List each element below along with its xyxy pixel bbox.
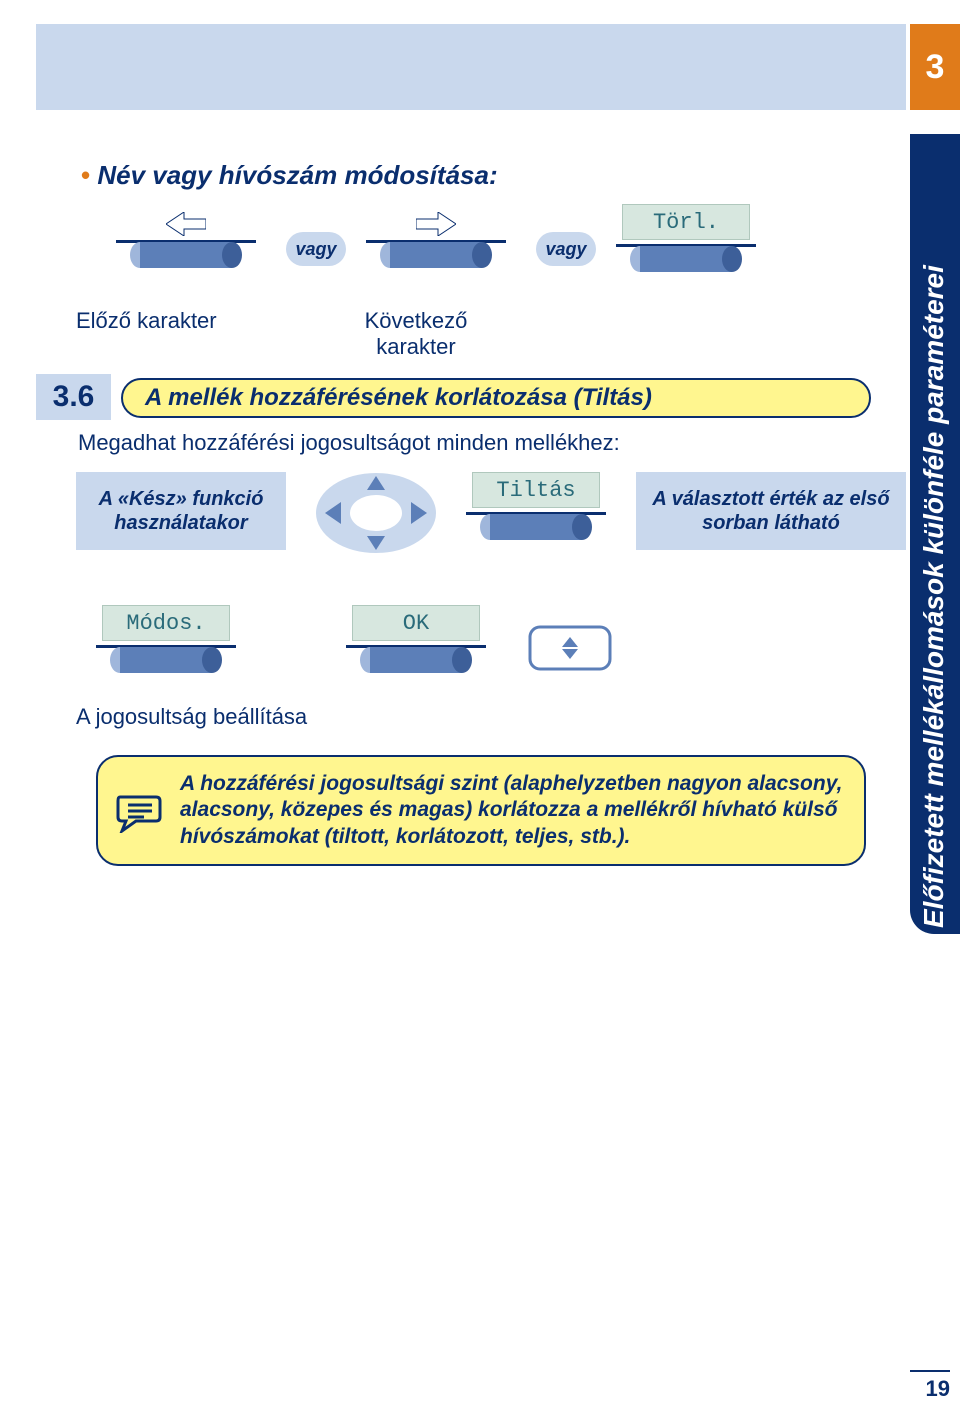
- section-title: A mellék hozzáférésének korlátozása (Til…: [121, 378, 871, 418]
- tiltas-button[interactable]: Tiltás: [466, 472, 606, 542]
- chapter-number-tab: 3: [910, 24, 960, 110]
- modos-button[interactable]: Módos.: [96, 605, 236, 675]
- key-cylinder: [360, 647, 472, 673]
- perms-set-label: A jogosultság beállítása: [76, 704, 307, 730]
- confirm-small-button[interactable]: [526, 623, 614, 681]
- key-cylinder: [480, 514, 592, 540]
- vagy-label-1: vagy: [286, 232, 346, 266]
- bullet-dot: •: [81, 160, 90, 190]
- delete-button[interactable]: Törl.: [616, 204, 756, 274]
- key-cylinder: [630, 246, 742, 272]
- next-char-button[interactable]: [366, 220, 506, 290]
- valasztott-ertek-box: A választott érték az első sorban láthat…: [636, 472, 906, 550]
- section-header: 3.6 A mellék hozzáférésének korlátozása …: [36, 372, 906, 422]
- vagy-label-2: vagy: [536, 232, 596, 266]
- header-bar: [36, 24, 906, 110]
- kesz-funkcio-box: A «Kész» funkció használatakor: [76, 472, 286, 550]
- prev-char-button[interactable]: [116, 220, 256, 290]
- info-note-text: A hozzáférési jogosultsági szint (alaphe…: [180, 772, 842, 848]
- navigator-icon: [311, 468, 441, 558]
- left-arrow-icon: [166, 212, 206, 236]
- next-char-label: Következőkarakter: [336, 308, 496, 360]
- side-tab: 3 Előfizetett mellékállomások különféle …: [910, 0, 960, 1360]
- modos-button-screen: Módos.: [102, 605, 230, 641]
- bullet-title-text: Név vagy hívószám módosítása:: [97, 160, 497, 190]
- delete-button-screen: Törl.: [622, 204, 750, 240]
- row-char-nav: vagy vagy Törl.: [76, 210, 866, 300]
- section-subtitle: Megadhat hozzáférési jogosultságot minde…: [78, 430, 620, 456]
- key-cylinder: [380, 242, 492, 268]
- side-tab-label: Előfizetett mellékállomások különféle pa…: [914, 138, 954, 928]
- prev-char-label: Előző karakter: [76, 308, 217, 334]
- bullet-title: • Név vagy hívószám módosítása:: [81, 160, 498, 191]
- section-number: 3.6: [36, 374, 111, 420]
- key-cylinder: [130, 242, 242, 268]
- page-number: 19: [910, 1370, 950, 1400]
- ok-button-screen: OK: [352, 605, 480, 641]
- ok-button[interactable]: OK: [346, 605, 486, 675]
- confirm-small-icon: [526, 623, 614, 681]
- info-note: A hozzáférési jogosultsági szint (alaphe…: [96, 755, 866, 866]
- note-icon: [116, 787, 162, 833]
- key-cylinder: [110, 647, 222, 673]
- navigator-pad[interactable]: [311, 468, 441, 558]
- right-arrow-icon: [416, 212, 456, 236]
- tiltas-button-screen: Tiltás: [472, 472, 600, 508]
